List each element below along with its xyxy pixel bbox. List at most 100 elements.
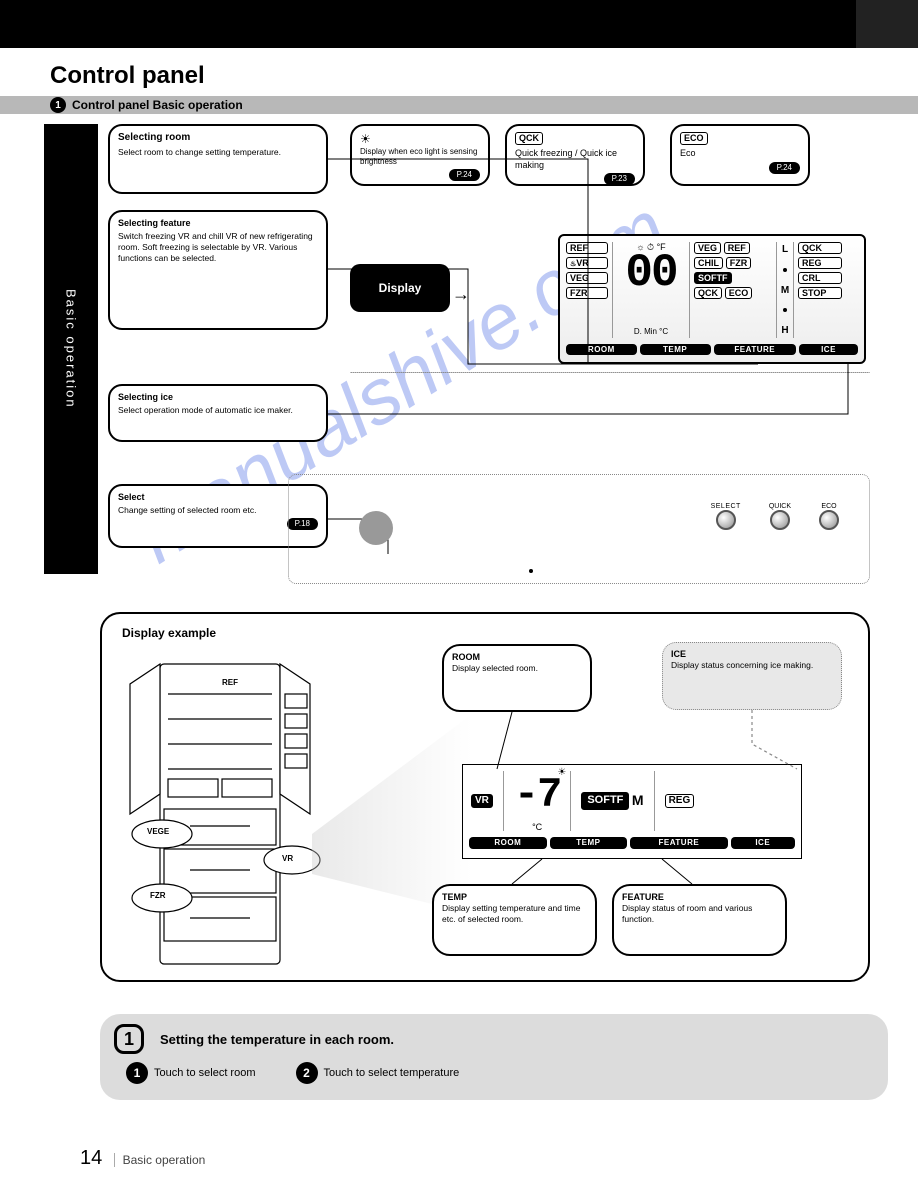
side-vertical-label: Basic operation [44, 124, 98, 574]
box-ice-desc: Select operation mode of automatic ice m… [118, 405, 318, 416]
fridge-label-vr: VR [282, 854, 293, 864]
example-box-room: ROOM Display selected room. [442, 644, 592, 712]
box-room-desc: Select room to change setting temperatur… [118, 147, 318, 158]
btn-eco-label: ECO [819, 503, 839, 510]
lcd-col-feature: VEG REF CHIL FZR SOFTF QCK ECO [694, 242, 772, 338]
box-quick-pageref: P.23 [604, 173, 635, 185]
select-button[interactable] [716, 510, 736, 530]
example-unit: °C [514, 822, 560, 833]
display-example-box: Display example [100, 612, 870, 982]
example-sun-icon: ☀ [557, 767, 566, 780]
bottom-instruction-bar: 1 Setting the temperature in each room. … [100, 1014, 888, 1100]
control-strip-outline: SELECT QUICK ECO [288, 474, 870, 584]
example-lcd: VR ☀ -7 °C SOFTF M REG ROOM [462, 764, 802, 859]
example-box-room-title: ROOM [452, 652, 480, 662]
lcd-crl: CRL [798, 272, 842, 284]
example-box-temp: TEMP Display setting temperature and tim… [432, 884, 597, 956]
step2-number: 2 [296, 1062, 318, 1084]
lcd-ref: REF [566, 242, 608, 254]
top-bar-right-block [856, 0, 918, 48]
example-box-temp-desc: Display setting temperature and time etc… [442, 903, 587, 924]
lcd-tab-feature[interactable]: FEATURE [714, 344, 797, 355]
box-ice-title: Selecting ice [118, 392, 173, 402]
lcd-fzr2: FZR [726, 257, 752, 269]
page-title: Control panel [50, 62, 918, 90]
display-label-text: Display [379, 281, 422, 295]
example-m: M [632, 792, 644, 808]
arrow-right-icon: → [452, 284, 470, 305]
box-quick-title: Quick freezing / Quick ice making [515, 148, 635, 171]
quick-button[interactable] [770, 510, 790, 530]
lcd-center-bottom: D. Min °C [613, 327, 689, 336]
sun-icon: ☀ [360, 132, 371, 146]
lcd-veg2: VEG [694, 242, 721, 254]
lcd-eco: ECO [725, 287, 753, 299]
box-selecting-ice: Selecting ice Select operation mode of a… [108, 384, 328, 442]
example-box-ice-title: ICE [671, 649, 686, 659]
lcd-col-left: REF ♨VR VEG FZR [566, 242, 608, 338]
sub-bar: 1 Control panel Basic operation [0, 96, 918, 114]
box-eco-title: Eco [680, 148, 800, 159]
box-eco-pageref: P.24 [769, 162, 800, 174]
indicator-dot [529, 569, 533, 573]
example-reg: REG [665, 794, 695, 809]
box-ecolight-title: Display when eco light is sensing bright… [360, 147, 480, 167]
lcd-tab-ice[interactable]: ICE [799, 344, 858, 355]
box-selecting-feature: Selecting feature Switch freezing VR and… [108, 210, 328, 330]
lcd-tab-temp[interactable]: TEMP [640, 344, 711, 355]
box-selecting-room: Selecting room Select room to change set… [108, 124, 328, 194]
box-room-title: Selecting room [118, 132, 190, 143]
box-ecolight-pageref: P.24 [449, 169, 480, 181]
lcd-connector-dots [350, 372, 870, 373]
example-box-ice: ICE Display status concerning ice making… [662, 642, 842, 710]
lcd-stop: STOP [798, 287, 842, 299]
example-box-feature-title: FEATURE [622, 892, 664, 902]
lcd-chil: CHIL [694, 257, 723, 269]
fridge-label-fzr: FZR [150, 891, 166, 901]
example-vr-tag: VR [471, 794, 493, 809]
lcd-fzr: FZR [566, 287, 608, 299]
lcd-scale: L M H [776, 242, 794, 338]
fridge-label-vege: VEGE [147, 827, 169, 837]
lcd-center: ☼ ⏱ °F 00 D. Min °C [612, 242, 690, 338]
example-tab-room: ROOM [469, 837, 547, 849]
box-eco: ECO Eco P.24 [670, 124, 810, 186]
step1-text: Touch to select room [154, 1067, 256, 1079]
control-buttons-group: SELECT QUICK ECO [711, 503, 839, 533]
example-box-feature-desc: Display status of room and various funct… [622, 903, 777, 924]
fridge-label-ref: REF [222, 678, 238, 688]
lcd-col-ice: QCK REG CRL STOP [798, 242, 842, 338]
step2-text: Touch to select temperature [324, 1067, 460, 1079]
lcd-ref2: REF [724, 242, 750, 254]
example-tab-feature: FEATURE [630, 837, 727, 849]
display-example-title: Display example [122, 626, 856, 641]
lcd-scale-h: H [781, 325, 788, 336]
lcd-reg: REG [798, 257, 842, 269]
lcd-tab-room[interactable]: ROOM [566, 344, 637, 355]
lcd-qck: QCK [694, 287, 722, 299]
example-digits: -7 [514, 769, 560, 822]
sub-bar-step-number: 1 [50, 97, 66, 113]
example-box-ice-desc: Display status concerning ice making. [671, 660, 833, 671]
example-box-feature: FEATURE Display status of room and vario… [612, 884, 787, 956]
example-box-temp-title: TEMP [442, 892, 467, 902]
lcd-panel: REF ♨VR VEG FZR ☼ ⏱ °F 00 D. Min °C VEG … [558, 234, 866, 364]
lcd-vr: ♨VR [566, 257, 608, 269]
sub-bar-text: Control panel Basic operation [72, 98, 243, 112]
instruction-title: Setting the temperature in each room. [160, 1032, 394, 1047]
example-box-room-desc: Display selected room. [452, 663, 582, 674]
lcd-veg: VEG [566, 272, 608, 284]
btn-quick-label: QUICK [769, 503, 791, 510]
box-feature-desc: Switch freezing VR and chill VR of new r… [118, 231, 318, 263]
instruction-number: 1 [114, 1024, 144, 1054]
box-quick: QCK Quick freezing / Quick ice making P.… [505, 124, 645, 186]
box-feature-title: Selecting feature [118, 218, 191, 228]
eco-button[interactable] [819, 510, 839, 530]
box-ecolight: ☀ Display when eco light is sensing brig… [350, 124, 490, 186]
main-knob[interactable] [359, 511, 393, 545]
example-tab-temp: TEMP [550, 837, 628, 849]
top-bar [0, 0, 918, 48]
page-footer: 14 Basic operation [80, 1147, 205, 1170]
lcd-scale-l: L [782, 244, 788, 255]
btn-select-label: SELECT [711, 503, 741, 510]
